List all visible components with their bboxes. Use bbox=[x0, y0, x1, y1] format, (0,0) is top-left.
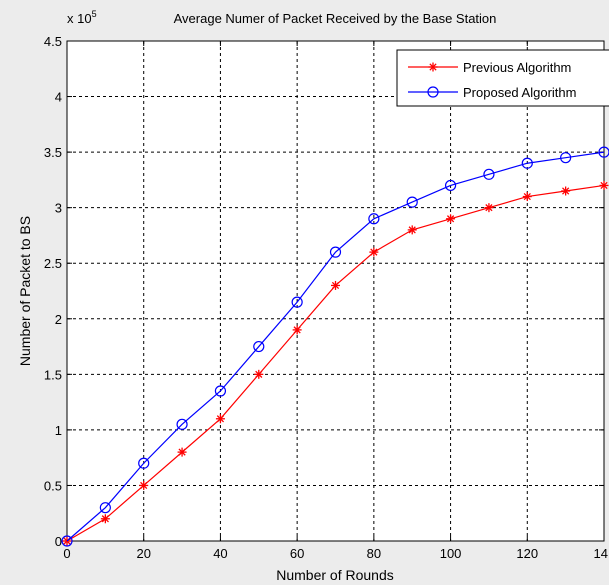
data-point-previous bbox=[331, 280, 340, 290]
data-point-previous bbox=[215, 414, 225, 424]
data-point-proposed bbox=[138, 457, 150, 469]
data-point-proposed bbox=[406, 196, 418, 208]
legend-label: Proposed Algorithm bbox=[463, 85, 576, 100]
plot-area bbox=[67, 41, 604, 541]
legend-entry-proposed: Proposed Algorithm bbox=[408, 85, 576, 100]
x-tick-label: 0 bbox=[63, 546, 70, 561]
data-point-previous bbox=[484, 203, 494, 213]
series-layer bbox=[61, 146, 609, 547]
x-tick-label: 20 bbox=[136, 546, 150, 561]
data-point-proposed bbox=[444, 179, 457, 192]
data-point-proposed bbox=[521, 157, 533, 169]
y-tick-label: 0.5 bbox=[44, 478, 62, 493]
y-tick-label: 3.5 bbox=[44, 145, 62, 160]
data-point-proposed bbox=[176, 418, 188, 430]
data-point-previous bbox=[446, 214, 456, 224]
x-tick-label: 80 bbox=[367, 546, 381, 561]
x-tick-label: 40 bbox=[213, 546, 227, 561]
x-axis-label: Number of Rounds bbox=[276, 567, 394, 583]
x-tick-label: 60 bbox=[290, 546, 304, 561]
plot-frame bbox=[66, 40, 605, 542]
data-point-proposed bbox=[214, 385, 227, 397]
data-point-proposed bbox=[253, 340, 265, 353]
data-point-previous bbox=[522, 192, 532, 202]
x-tick-label: 100 bbox=[440, 546, 462, 561]
data-point-previous bbox=[407, 225, 417, 235]
y-tick-label: 2.5 bbox=[44, 256, 62, 271]
data-point-proposed bbox=[61, 535, 73, 547]
data-point-proposed bbox=[560, 152, 572, 164]
data-point-proposed bbox=[291, 296, 303, 308]
y-tick-label: 2 bbox=[55, 312, 62, 327]
x-tick-label: 14 bbox=[594, 546, 608, 561]
data-point-proposed bbox=[483, 168, 495, 180]
data-point-previous bbox=[599, 180, 609, 190]
data-point-proposed bbox=[329, 246, 342, 258]
y-tick-label: 1 bbox=[55, 423, 62, 438]
data-point-previous bbox=[100, 514, 110, 524]
data-point-proposed bbox=[598, 146, 609, 158]
data-point-proposed bbox=[99, 502, 111, 514]
y-axis-label: Number of Packet to BS bbox=[17, 216, 33, 366]
data-point-previous bbox=[292, 325, 302, 335]
legend: Previous Algorithm Proposed Algorithm bbox=[396, 49, 609, 107]
y-tick-label: 0 bbox=[55, 534, 62, 549]
series-line-proposed bbox=[66, 151, 605, 542]
data-point-previous bbox=[254, 369, 264, 379]
data-point-previous bbox=[561, 186, 571, 196]
x-tick-label: 120 bbox=[516, 546, 538, 561]
data-point-proposed bbox=[368, 213, 380, 225]
legend-marker bbox=[428, 62, 438, 72]
y-multiplier-base: x 10 bbox=[67, 11, 92, 26]
data-point-previous bbox=[369, 247, 379, 257]
chart-title: Average Numer of Packet Received by the … bbox=[174, 11, 497, 26]
y-tick-label: 4 bbox=[55, 90, 62, 105]
legend-label: Previous Algorithm bbox=[463, 60, 571, 75]
y-axis-multiplier: x 105 bbox=[67, 9, 97, 26]
legend-entry-previous: Previous Algorithm bbox=[408, 60, 571, 75]
y-multiplier-exponent: 5 bbox=[92, 9, 97, 19]
data-point-previous bbox=[177, 447, 187, 457]
legend-marker bbox=[427, 86, 439, 98]
y-tick-label: 4.5 bbox=[44, 34, 62, 49]
data-point-previous bbox=[139, 480, 149, 490]
y-tick-label: 3 bbox=[55, 201, 62, 216]
y-tick-label: 1.5 bbox=[44, 367, 62, 382]
